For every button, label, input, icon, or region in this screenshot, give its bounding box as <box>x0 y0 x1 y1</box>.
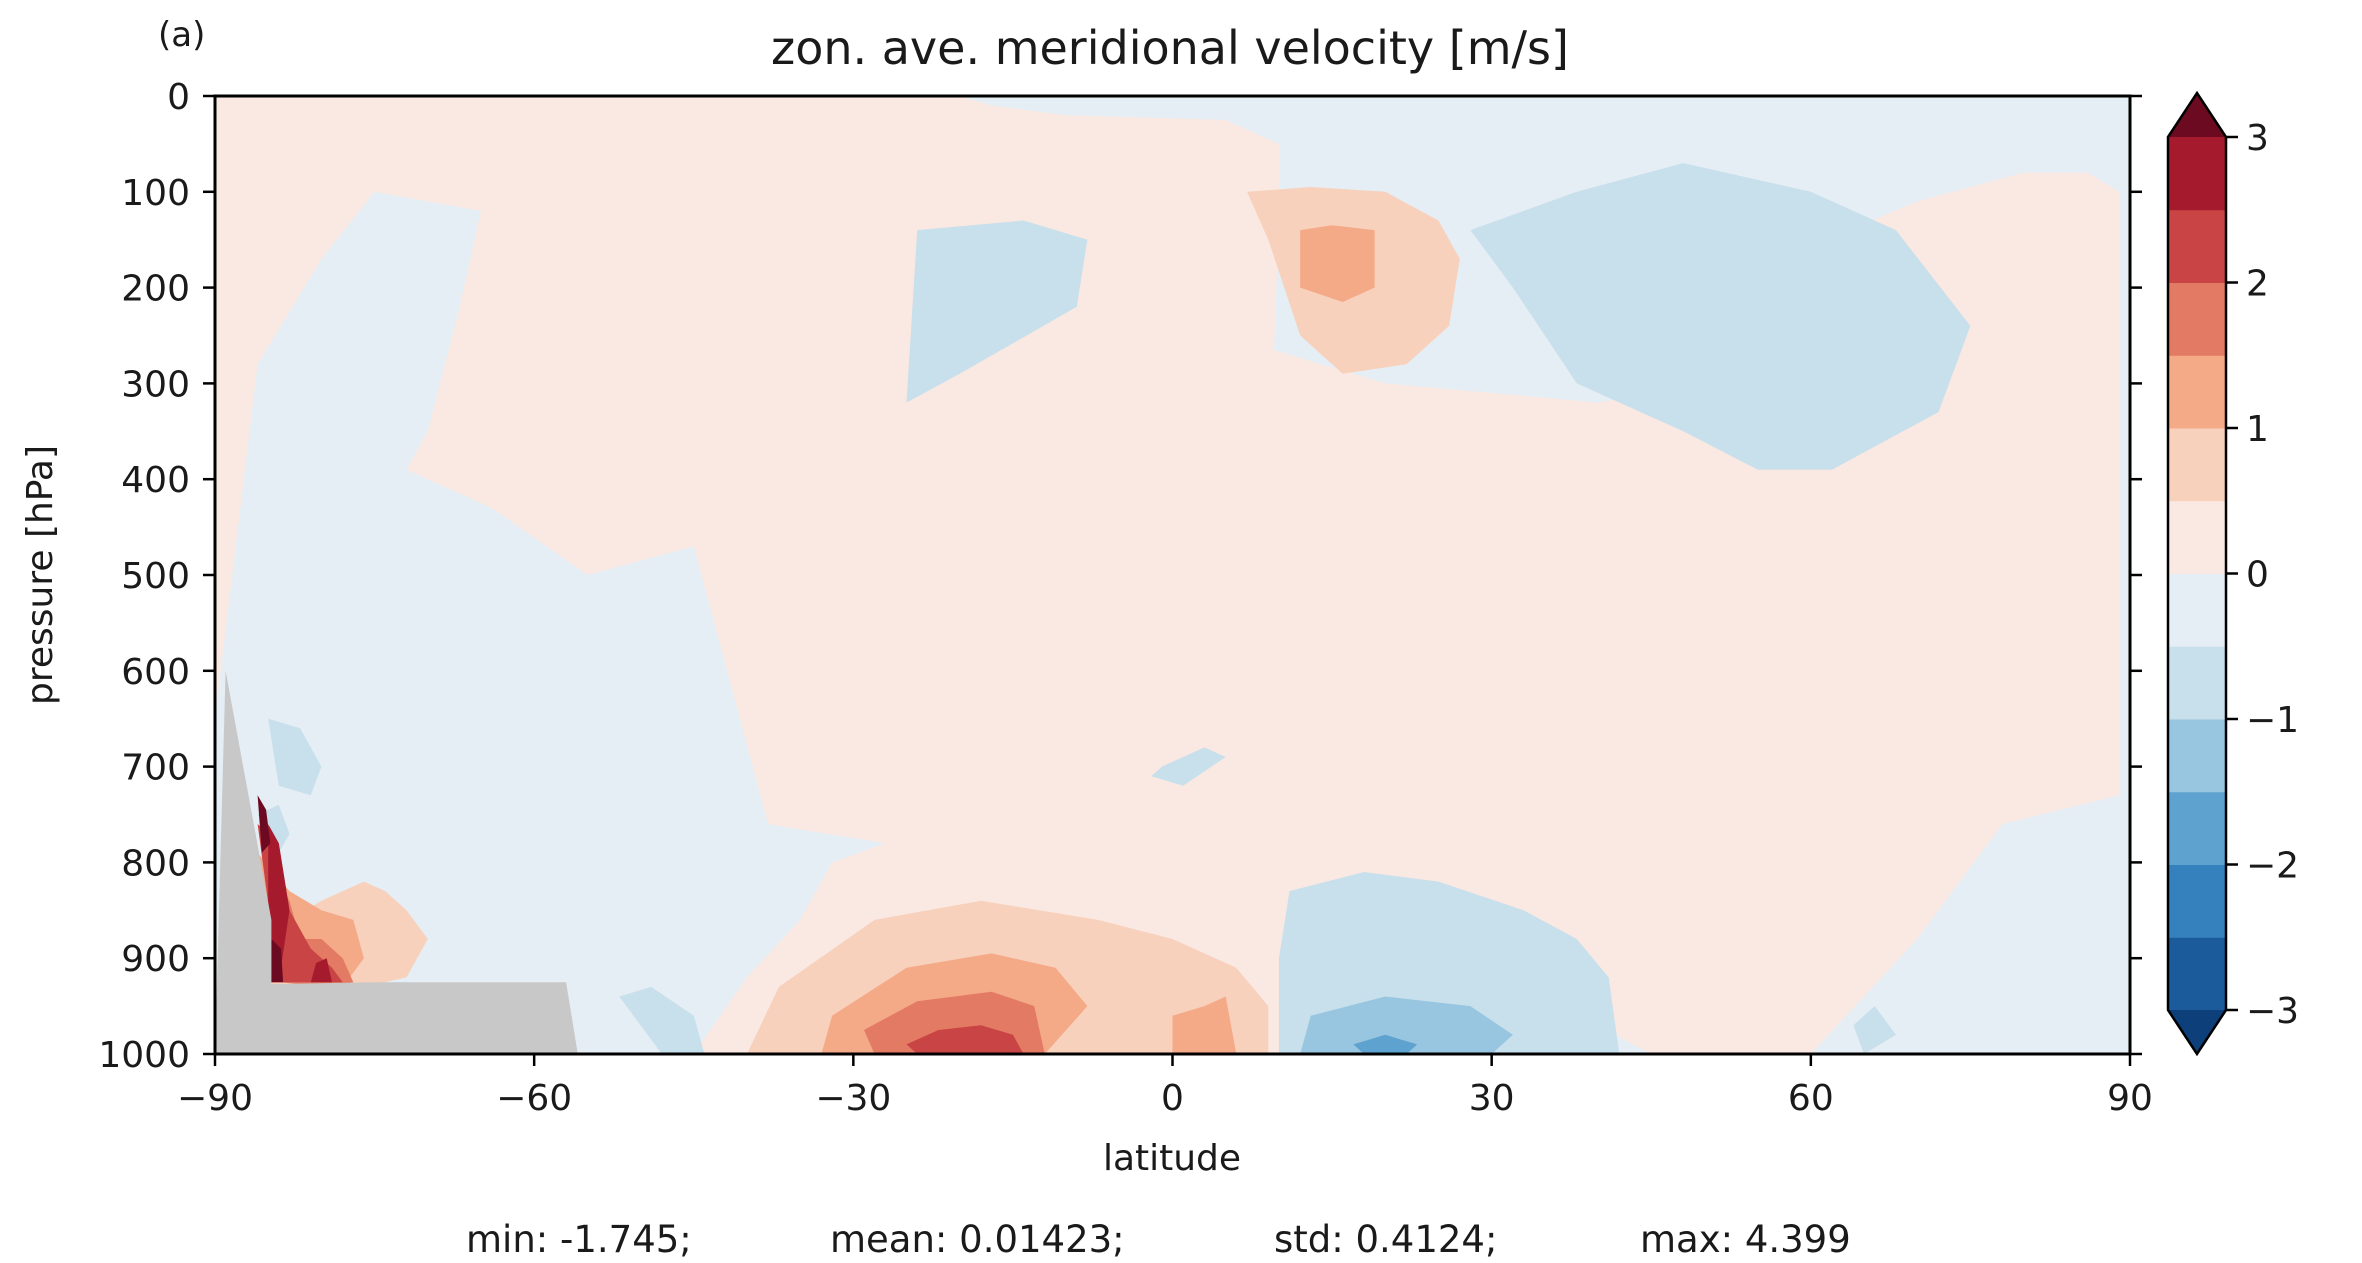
x-tick-label: 60 <box>1788 1078 1834 1119</box>
y-tick-label: 100 <box>121 173 190 214</box>
colorbar-tick-label: 2 <box>2246 264 2269 305</box>
y-tick-label: 0 <box>167 77 190 118</box>
contour-region <box>906 1025 1024 1054</box>
contour-region <box>1853 1006 1896 1054</box>
stat-max: max: 4.399 <box>1640 1218 1851 1261</box>
contour-region <box>1300 996 1513 1054</box>
plot-area <box>213 94 2132 1056</box>
contour-region <box>268 718 322 796</box>
colorbar-segment <box>2168 282 2226 356</box>
colorbar-tick-label: 3 <box>2246 118 2269 159</box>
x-axis: −90 −60 −30 0 30 60 90 <box>177 1054 2153 1119</box>
y-tick-label: 800 <box>121 843 190 884</box>
colorbar-segment <box>2168 428 2226 502</box>
colorbar-segment <box>2168 573 2226 647</box>
x-tick-label: 30 <box>1469 1078 1515 1119</box>
colorbar-tick-label: 1 <box>2246 409 2269 450</box>
stat-min: min: -1.745; <box>466 1218 692 1261</box>
contour-region <box>1353 1034 1418 1054</box>
stat-mean: mean: 0.01423; <box>830 1218 1125 1261</box>
colorbar-tick-label: −2 <box>2246 846 2299 887</box>
colorbar-tick-label: 0 <box>2246 555 2269 596</box>
colorbar-segment <box>2168 209 2226 283</box>
y-tick-label: 400 <box>121 460 190 501</box>
y-tick-label: 600 <box>121 652 190 693</box>
panel-label: (a) <box>158 15 205 55</box>
contour-region <box>619 986 705 1054</box>
colorbar-segment <box>2168 646 2226 720</box>
contour-region <box>1470 163 1971 470</box>
colorbar-segment <box>2168 937 2226 1011</box>
contour-region <box>1300 225 1375 302</box>
colorbar-tick-label: −3 <box>2246 991 2299 1032</box>
chart-title: zon. ave. meridional velocity [m/s] <box>771 21 1569 75</box>
contour-region <box>310 958 332 983</box>
contour-region <box>906 220 1088 403</box>
x-tick-label: 90 <box>2107 1078 2153 1119</box>
y-tick-label: 300 <box>121 364 190 405</box>
colorbar-segment <box>2168 500 2226 574</box>
x-tick-label: −60 <box>496 1078 572 1119</box>
terrain-mask <box>215 670 578 1054</box>
colorbar-segment <box>2168 791 2226 865</box>
y-axis: 0 100 200 300 400 500 600 700 800 900 1000 <box>98 77 2142 1076</box>
x-axis-label: latitude <box>1103 1138 1241 1179</box>
contour-region <box>1172 996 1237 1054</box>
contour-region <box>1151 747 1226 786</box>
x-tick-label: −30 <box>815 1078 891 1119</box>
contour-region <box>271 939 284 983</box>
y-tick-label: 500 <box>121 556 190 597</box>
contour-region <box>215 96 2120 1054</box>
colorbar-segment <box>2168 719 2226 793</box>
colorbar-extend-min <box>2168 1010 2226 1054</box>
colorbar-segment <box>2168 864 2226 938</box>
y-tick-label: 900 <box>121 939 190 980</box>
colorbar-segment <box>2168 137 2226 211</box>
stats-row: min: -1.745; mean: 0.01423; std: 0.4124;… <box>466 1218 1851 1261</box>
colorbar-tick-label: −1 <box>2246 700 2299 741</box>
colorbar-extend-max <box>2168 93 2226 137</box>
y-axis-label: pressure [hPa] <box>20 445 61 705</box>
y-tick-label: 200 <box>121 269 190 310</box>
colorbar: −3 −2 −1 0 1 2 3 <box>2166 90 2299 1057</box>
colorbar-segment <box>2168 355 2226 429</box>
y-tick-label: 700 <box>121 748 190 789</box>
y-tick-label: 1000 <box>98 1035 190 1076</box>
x-tick-label: −90 <box>177 1078 253 1119</box>
contour-fills <box>215 96 2120 1054</box>
x-tick-label: 0 <box>1161 1078 1184 1119</box>
contour-region <box>257 795 271 853</box>
stat-std: std: 0.4124; <box>1274 1218 1497 1261</box>
